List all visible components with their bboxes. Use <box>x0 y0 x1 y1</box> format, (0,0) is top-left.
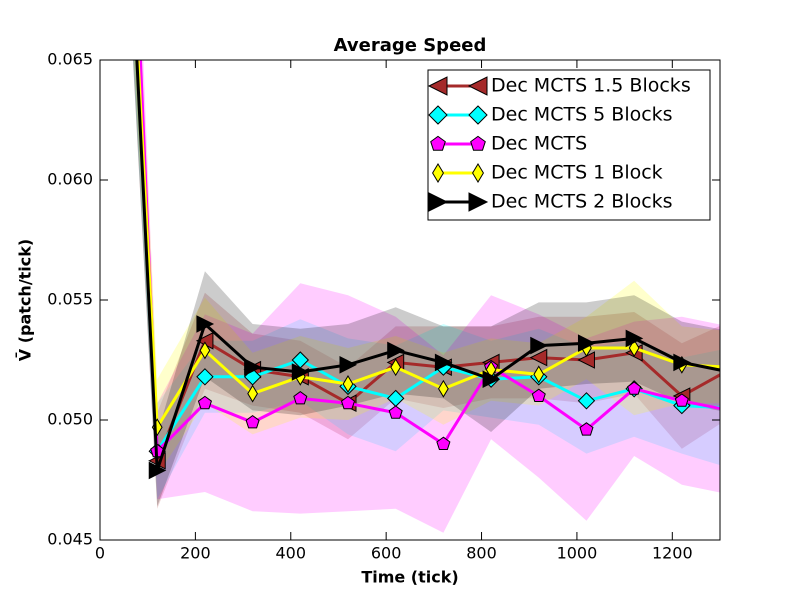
legend-label: Dec MCTS <box>491 133 587 155</box>
series-line <box>138 60 720 455</box>
marker <box>673 353 691 372</box>
y-tick-label: 0.050 <box>47 410 93 429</box>
marker <box>530 336 548 355</box>
marker <box>674 393 689 407</box>
marker <box>627 381 642 395</box>
legend-marker <box>428 192 449 212</box>
legend-marker <box>430 135 446 151</box>
x-tick-label: 0 <box>95 544 105 563</box>
error-band <box>132 60 720 507</box>
marker <box>342 375 354 393</box>
axes: 0 200 400 600 800 1000 1200 0.045 0.050 0.055 0.06… <box>47 50 720 563</box>
marker <box>438 379 449 398</box>
marker <box>293 390 308 405</box>
y-tick-label: 0.055 <box>47 290 93 309</box>
y-tick-label: 0.060 <box>47 170 93 189</box>
marker <box>577 334 596 353</box>
legend-label: Dec MCTS 1.5 Blocks <box>491 75 691 97</box>
x-tick-label: 1000 <box>557 544 598 563</box>
series-line <box>136 60 720 433</box>
error-band <box>133 60 720 500</box>
marker <box>579 422 594 436</box>
marker <box>245 414 260 429</box>
error-band <box>137 60 720 533</box>
legend-marker <box>472 163 484 183</box>
marker <box>531 388 546 403</box>
marker <box>196 368 214 386</box>
legend-marker <box>432 163 444 183</box>
legend-label: Dec MCTS 1 Block <box>491 162 663 184</box>
legend-marker <box>470 135 486 151</box>
marker <box>434 353 453 372</box>
y-tick-label: 0.065 <box>47 50 93 69</box>
legend-marker <box>468 192 489 212</box>
marker <box>196 315 215 333</box>
legend-marker <box>468 105 488 125</box>
marker <box>387 341 405 360</box>
x-tick-label: 800 <box>466 544 497 563</box>
marker <box>388 405 403 419</box>
chart-title: Average Speed <box>334 35 487 56</box>
marker <box>244 358 262 377</box>
marker <box>199 341 211 360</box>
marker <box>577 392 596 410</box>
marker <box>340 395 356 410</box>
legend-marker <box>427 76 448 96</box>
marker <box>529 348 548 367</box>
marker <box>148 461 167 480</box>
plot-area <box>132 60 720 533</box>
legend-marker <box>428 105 448 125</box>
legend-label: Dec MCTS 2 Blocks <box>491 191 673 213</box>
legend-label: Dec MCTS 5 Blocks <box>491 104 673 126</box>
marker <box>436 436 451 451</box>
marker <box>247 384 258 403</box>
legend-marker <box>467 76 488 96</box>
x-axis-label: Time (tick) <box>361 568 458 587</box>
x-tick-label: 400 <box>275 544 306 563</box>
error-band <box>132 60 720 509</box>
marker <box>339 355 358 374</box>
x-tick-label: 1200 <box>652 544 693 563</box>
legend: Dec MCTS 1.5 Blocks Dec MCTS 5 Blocks Dec … <box>427 69 711 221</box>
marker <box>533 365 545 384</box>
y-tick-label: 0.045 <box>47 530 93 549</box>
x-tick-label: 200 <box>180 544 211 563</box>
marker <box>390 358 402 377</box>
marker <box>291 363 310 381</box>
marker <box>625 329 644 348</box>
marker <box>482 370 501 389</box>
x-tick-label: 600 <box>371 544 402 563</box>
marker <box>197 395 212 410</box>
y-axis-label: V̄ (patch/tick) <box>15 239 35 361</box>
